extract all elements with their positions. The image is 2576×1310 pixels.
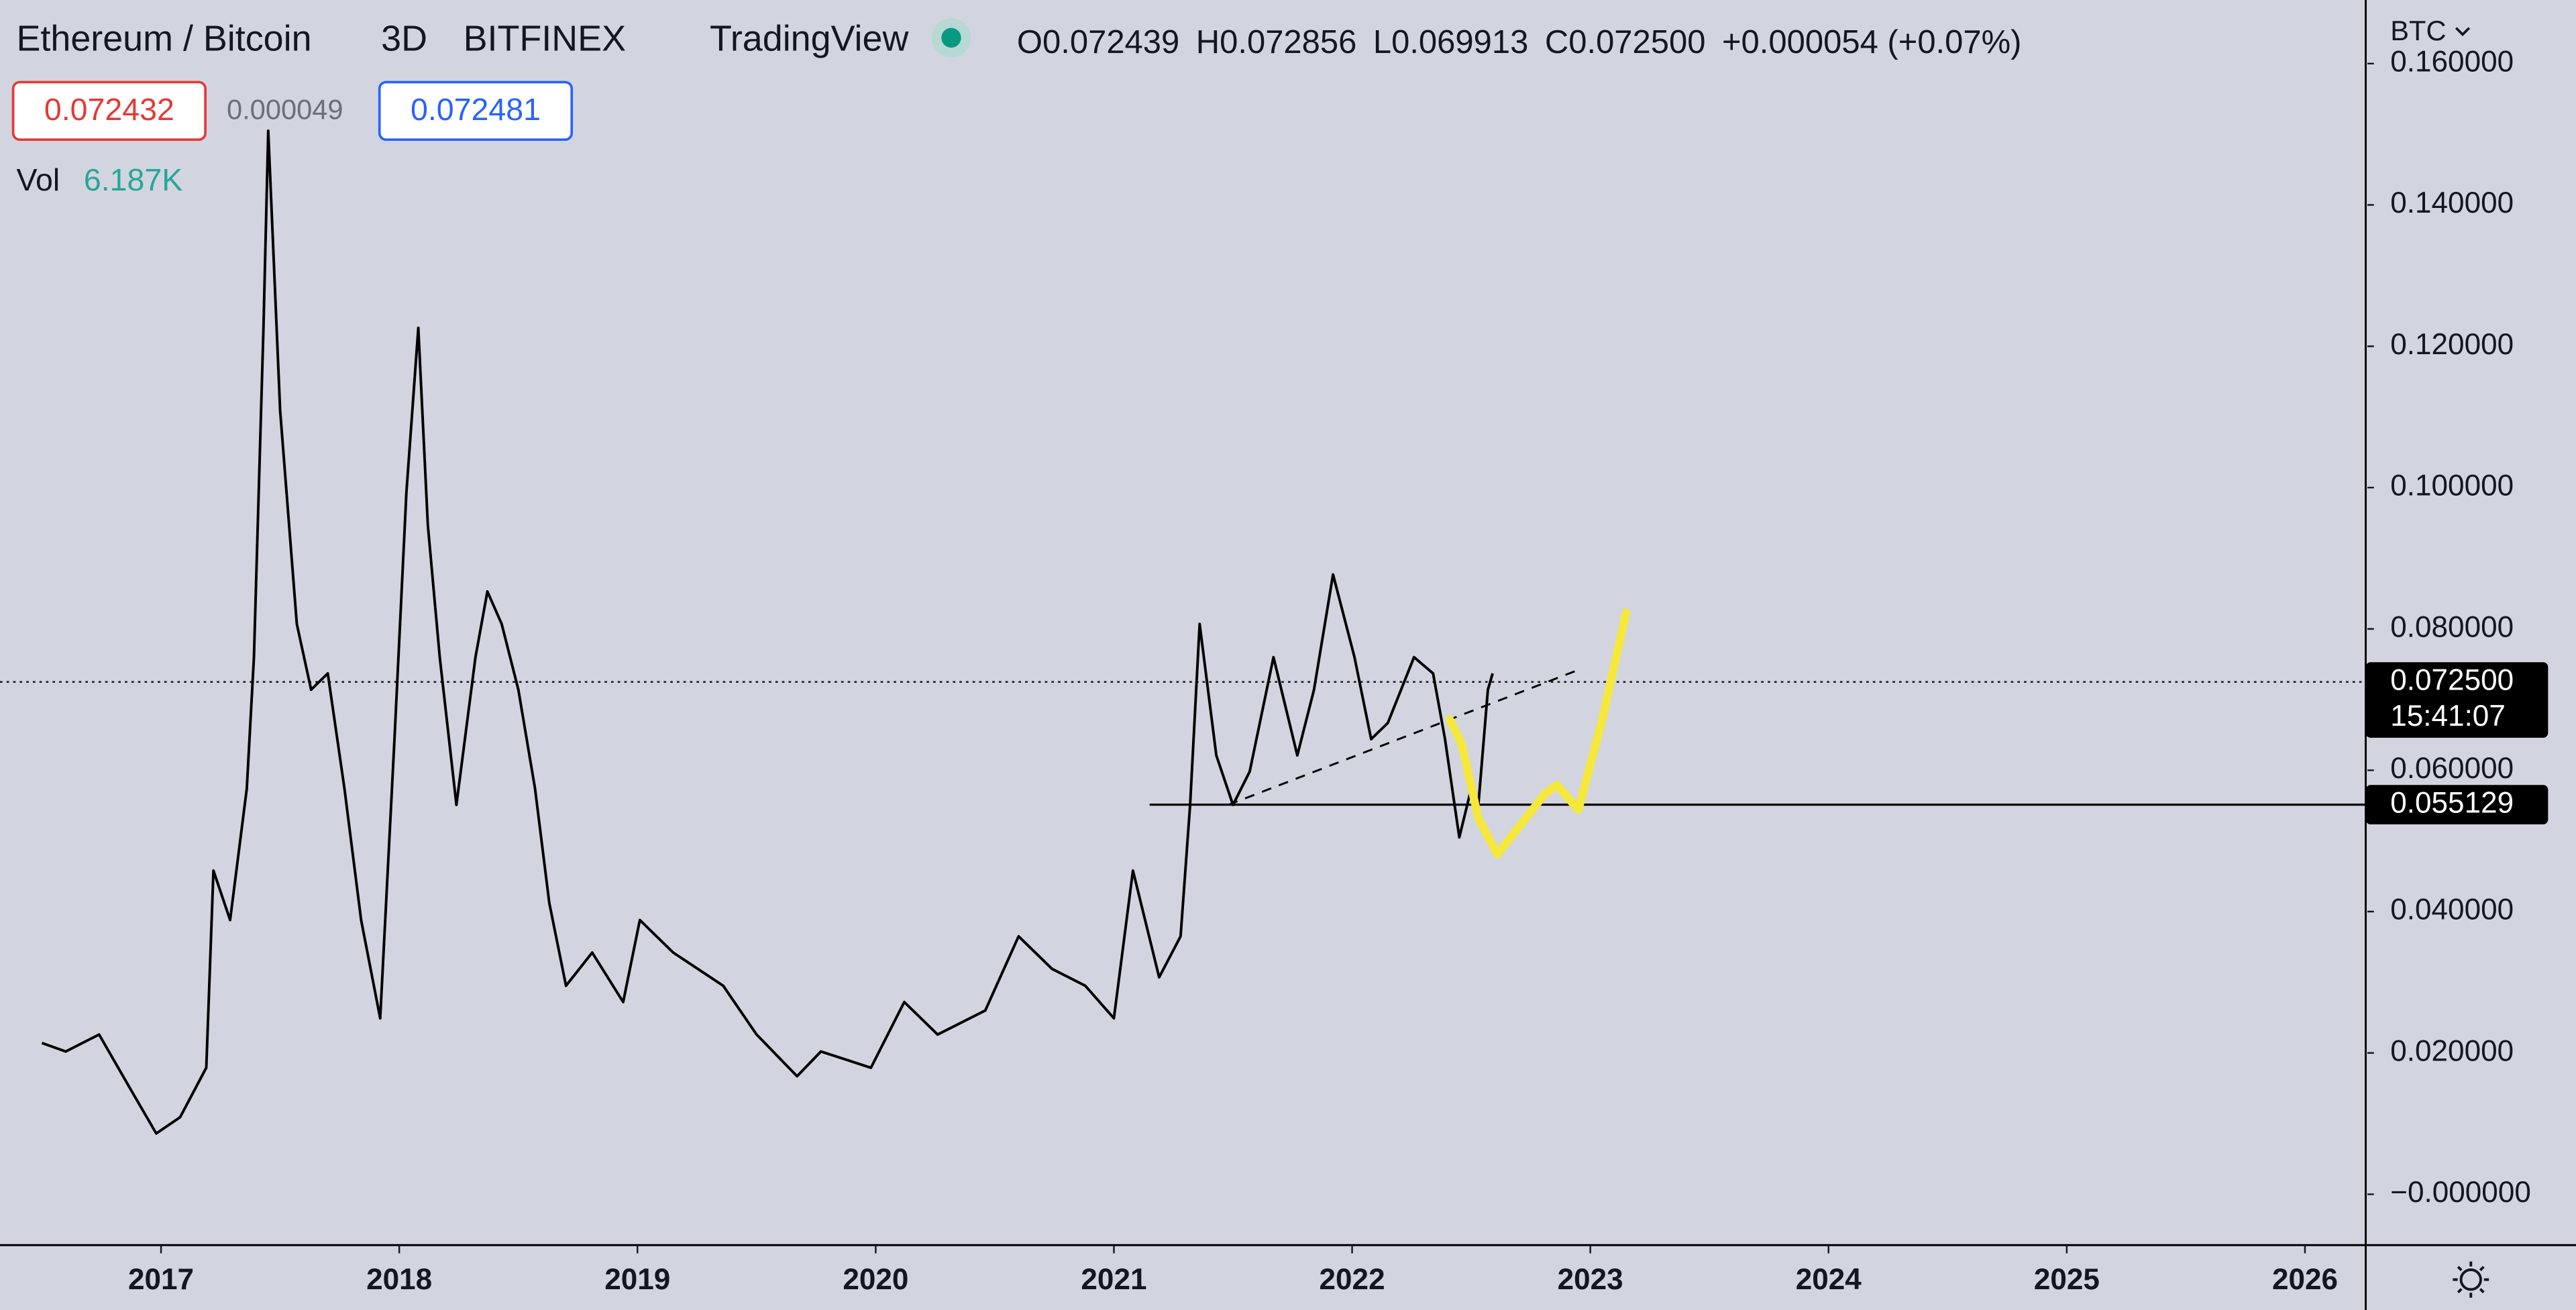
trendline xyxy=(1228,669,1579,806)
y-axis: −0.000000 0.020000 0.040000 0.060000 0.08000… xyxy=(2367,45,2531,1209)
exchange: BITFINEX xyxy=(464,18,626,58)
x-tick-label: 2021 xyxy=(1081,1263,1146,1296)
x-tick-label: 2017 xyxy=(128,1263,194,1296)
y-tick-label: 0.020000 xyxy=(2390,1034,2514,1067)
x-tick-label: 2023 xyxy=(1558,1263,1623,1296)
y-tick-label: 0.160000 xyxy=(2390,45,2514,78)
x-tick-label: 2025 xyxy=(2034,1263,2100,1296)
spread: 0.000049 xyxy=(227,94,343,125)
last-price-label: 0.072500 xyxy=(2390,663,2514,696)
ohlc-item: L0.069913 xyxy=(1373,24,1528,60)
y-tick-label: 0.040000 xyxy=(2390,893,2514,926)
ohlc-value: 0.072856 xyxy=(1220,24,1356,60)
ohlc-item: H0.072856 xyxy=(1196,24,1357,60)
ohlc-key: C xyxy=(1545,24,1568,60)
ohlc-value: 0.069913 xyxy=(1391,24,1528,60)
countdown: 15:41:07 xyxy=(2390,700,2506,732)
ohlc-value: 0.072439 xyxy=(1042,24,1179,60)
x-tick-label: 2018 xyxy=(366,1263,432,1296)
bid-box[interactable] xyxy=(11,80,207,141)
plot-area xyxy=(0,129,2366,1135)
y-tick-label: −0.000000 xyxy=(2390,1176,2531,1209)
price-line xyxy=(41,129,1494,1135)
ohlc: O0.072439 H0.072856 L0.069913 C0.072500 +0.0… xyxy=(1017,24,2022,60)
projection xyxy=(1446,608,1631,859)
x-tick-label: 2020 xyxy=(843,1263,908,1296)
currency-menu[interactable]: BTC xyxy=(2390,15,2446,46)
y-tick-label: 0.100000 xyxy=(2390,470,2514,502)
settings-icon[interactable] xyxy=(2453,1261,2489,1298)
x-tick-label: 2026 xyxy=(2272,1263,2338,1296)
dropdown-icon[interactable] xyxy=(2455,27,2471,37)
x-tick-label: 2022 xyxy=(1320,1263,1385,1296)
ohlc-key: H xyxy=(1196,24,1220,60)
bid[interactable]: 0.072432 xyxy=(44,92,174,127)
ohlc-key: L xyxy=(1373,24,1391,60)
level-label: 0.055129 xyxy=(2390,786,2514,819)
volume-label: Vol xyxy=(16,162,60,197)
ohlc-key: O xyxy=(1017,24,1042,60)
status-dot xyxy=(941,28,961,48)
y-tick-label: 0.140000 xyxy=(2390,186,2514,219)
x-tick-label: 2019 xyxy=(604,1263,670,1296)
level-box xyxy=(2365,785,2548,825)
chart-title: Ethereum / Bitcoin xyxy=(16,18,311,58)
y-tick-label: 0.080000 xyxy=(2390,610,2514,643)
ohlc-item: C0.072500 xyxy=(1545,24,1706,60)
interval: 3D xyxy=(381,18,427,58)
ask[interactable]: 0.072481 xyxy=(411,92,541,127)
change: +0.000054 (+0.07%) xyxy=(1722,24,2022,60)
ohlc-value: 0.072500 xyxy=(1568,24,1705,60)
volume-value: 6.187K xyxy=(84,162,182,197)
x-tick-label: 2024 xyxy=(1796,1263,1862,1296)
last-price-box xyxy=(2365,662,2548,738)
ask-box[interactable] xyxy=(378,80,574,141)
source: TradingView xyxy=(710,18,909,58)
y-tick-label: 0.120000 xyxy=(2390,328,2514,361)
ohlc-item: O0.072439 xyxy=(1017,24,1179,60)
y-tick-label: 0.060000 xyxy=(2390,752,2514,785)
